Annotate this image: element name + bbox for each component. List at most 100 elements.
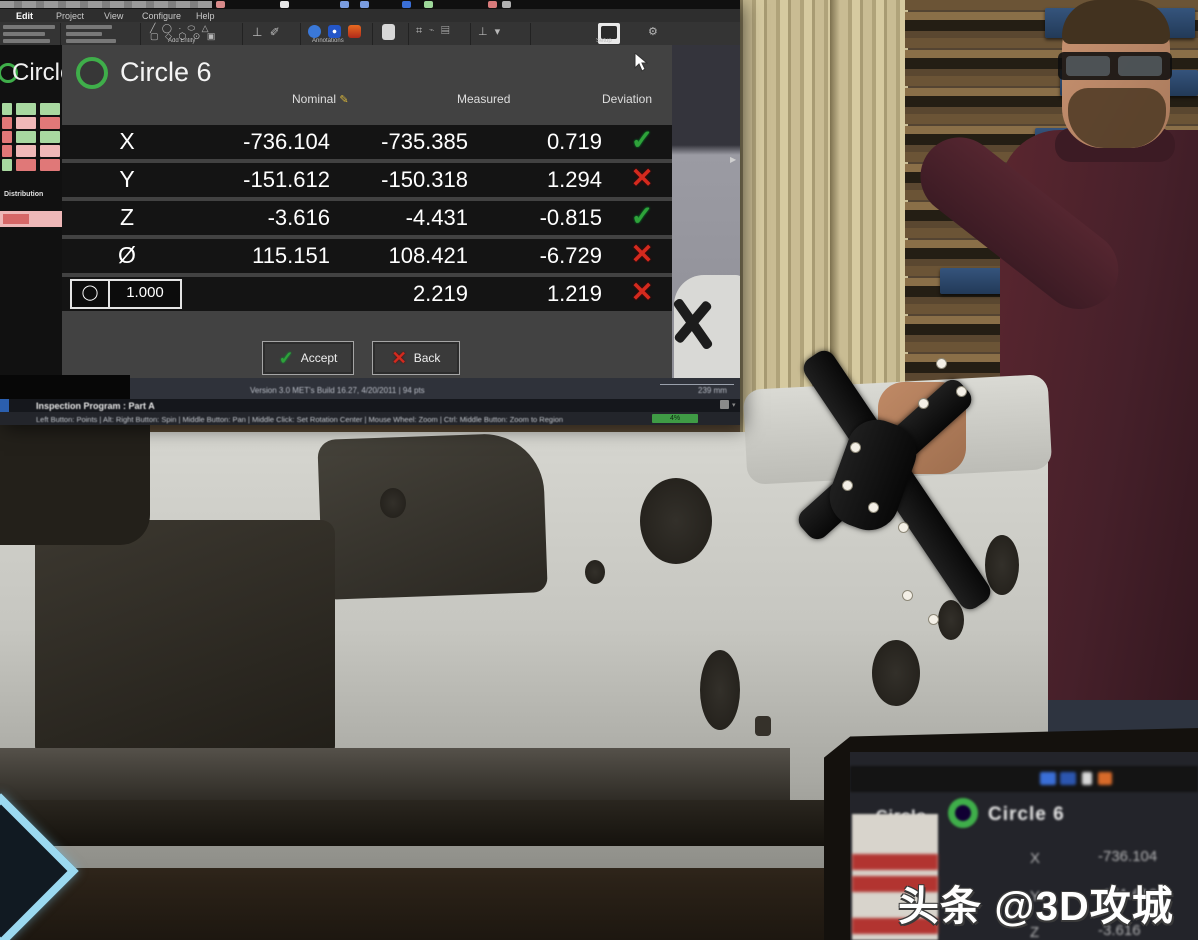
back-button[interactable]: ✕ Back <box>372 341 460 375</box>
position-tolerance-icon: ◯ <box>72 281 110 307</box>
program-text: Inspection Program : Part A <box>36 401 155 411</box>
add-entity-label: Add Entity <box>168 38 196 44</box>
car-hole <box>985 535 1019 595</box>
hints-text: Left Button: Points | Alt: Right Button:… <box>36 415 564 424</box>
menu-view[interactable]: View <box>104 11 124 21</box>
accept-button[interactable]: ✓ Accept <box>262 341 354 375</box>
status-icon: ✕ <box>630 277 654 307</box>
program-bar: Inspection Program : Part A ▾ <box>0 399 740 412</box>
watermark: 头条 @3D攻城狮 <box>898 883 1174 929</box>
taskbar-accent <box>0 399 9 412</box>
worker-hair <box>1062 0 1170 44</box>
wrap-icon[interactable] <box>328 25 341 38</box>
ribbon-toolbar: ╱ ◯ ∙ ⬭ △ ▢ ◇ ⬡ ⊙ ▣ Add Entity ⊥ ✐ Annot… <box>0 22 740 45</box>
metrology-app-window: Edit Project View Configure Help ╱ ◯ ∙ ⬭… <box>0 0 740 425</box>
laptop-row-value: -151.612 <box>1098 886 1158 903</box>
menu-bar: Edit Project View Configure Help <box>0 9 740 22</box>
target-dot <box>842 480 853 491</box>
laptop-mini-toolbar <box>850 766 1198 792</box>
version-text: Version 3.0 MET's Build 16.27, 4/20/2011… <box>250 386 425 395</box>
car-hole <box>380 488 406 518</box>
target-dot <box>956 386 967 397</box>
back-x-icon: ✕ <box>391 347 407 368</box>
measurement-dialog: Circle 6 Nominal ✎ Measured Deviation X … <box>62 45 672 378</box>
target-dot <box>918 398 929 409</box>
add-entity-icons[interactable]: ╱ ◯ ∙ ⬭ △ <box>150 23 211 33</box>
scale-value: 239 mm <box>698 386 727 395</box>
browser-tab-strip[interactable] <box>0 0 740 9</box>
distribution-label: Distribution <box>4 191 44 198</box>
dynamic-tree-icon[interactable]: ⊥ ▾ <box>478 26 503 38</box>
feature-side-panel: Circle Distribution <box>0 45 62 378</box>
flame-icon[interactable] <box>348 25 361 38</box>
target-dot <box>850 442 861 453</box>
wall-seam <box>830 0 840 455</box>
scrollbar-arrow-icon[interactable]: ▶ <box>730 155 737 164</box>
laptop-red-panel <box>852 814 938 940</box>
structure-icon[interactable]: ⚙ <box>648 26 660 38</box>
corner-block <box>0 375 130 399</box>
edit-icon[interactable]: ✎ <box>339 94 349 106</box>
laptop-row-value: -736.104 <box>1098 848 1158 865</box>
car-front-shadow <box>0 425 150 545</box>
laptop-row-label: X <box>1030 850 1041 867</box>
tolerance-value[interactable]: 1.000 <box>126 284 164 301</box>
average-icon[interactable] <box>308 25 321 38</box>
view-icons[interactable]: ⌗ ⌁ ▤ <box>416 25 452 37</box>
car-hole <box>872 640 920 706</box>
status-icon: ✓ <box>630 125 654 155</box>
laptop-screen: Circle 6 Circle X -736.104 Y -151.612 Z … <box>850 752 1198 940</box>
active-tab[interactable] <box>0 1 212 8</box>
laptop-row-label: Z <box>1030 924 1040 940</box>
target-dot <box>936 358 947 369</box>
dialog-title: Circle 6 <box>120 57 212 87</box>
ribbon-text-buttons[interactable] <box>66 25 132 43</box>
scale-ruler <box>660 384 734 385</box>
circle-feature-dot <box>0 63 18 83</box>
car-hole <box>585 560 605 584</box>
add-entity-icons[interactable]: ▢ ◇ ⬡ ⊙ ▣ <box>150 31 218 41</box>
car-door-cavity <box>35 520 335 760</box>
col-nominal: Nominal ✎ <box>292 92 349 106</box>
table-row-y: Y -151.612 -150.318 1.294 ✕ <box>62 163 672 197</box>
car-hole <box>700 650 740 730</box>
report-doc-icon[interactable] <box>382 24 395 40</box>
hints-bar: Left Button: Points | Alt: Right Button:… <box>0 412 740 425</box>
progress-chip: 4% <box>652 414 698 423</box>
fixture-rail <box>0 800 900 846</box>
table-row-position: 2.219 1.219 ✕ <box>62 277 672 311</box>
status-icon: ✕ <box>630 239 654 269</box>
accept-check-icon: ✓ <box>278 347 294 368</box>
cursor-icon <box>634 53 648 72</box>
viewport-3d[interactable]: ▶ <box>672 45 740 395</box>
target-dot <box>928 614 939 625</box>
car-hole <box>938 600 964 640</box>
menu-project[interactable]: Project <box>56 11 85 21</box>
ribbon-text-buttons[interactable] <box>3 25 55 43</box>
circle-feature-icon <box>76 57 108 89</box>
car-hole <box>640 478 712 564</box>
status-icon: ✕ <box>630 163 654 193</box>
reference-icons[interactable]: ⊥ ✐ <box>252 25 282 39</box>
table-row-z: Z -3.616 -4.431 -0.815 ✓ <box>62 201 672 235</box>
car-rocker-rail <box>0 748 790 804</box>
target-dot <box>868 502 879 513</box>
col-measured: Measured <box>457 92 511 106</box>
menu-edit[interactable]: Edit <box>16 11 33 21</box>
table-row-diameter: Ø 115.151 108.421 -6.729 ✕ <box>62 239 672 273</box>
table-row-x: X -736.104 -735.385 0.719 ✓ <box>62 125 672 159</box>
laptop-title: Circle 6 <box>988 804 1065 825</box>
menu-help[interactable]: Help <box>196 11 215 21</box>
laptop-circle-icon <box>948 798 978 828</box>
menu-configure[interactable]: Configure <box>142 11 182 21</box>
glasses <box>1058 52 1172 80</box>
chevron-down-icon[interactable]: ▾ <box>732 402 736 409</box>
setup-label: Setup <box>596 38 612 44</box>
program-icon[interactable] <box>720 400 729 409</box>
laptop-row-label: Y <box>1030 888 1041 905</box>
car-window-opening <box>317 432 548 600</box>
col-deviation: Deviation <box>602 92 653 106</box>
car-slot <box>755 716 771 736</box>
tolerance-input-box[interactable]: ◯ 1.000 <box>70 279 182 309</box>
